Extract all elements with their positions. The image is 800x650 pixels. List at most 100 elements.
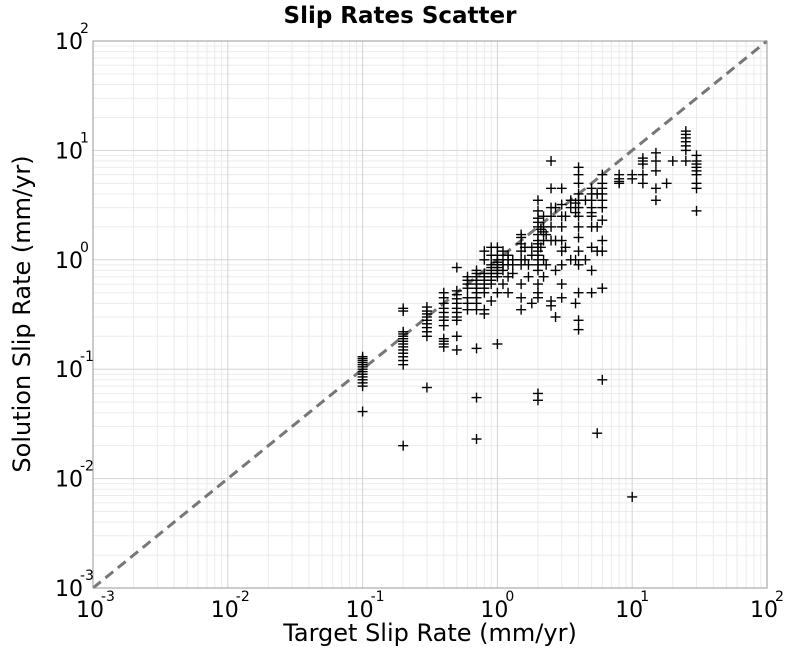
x-tick-exponent: 0: [505, 589, 514, 605]
data-point: [532, 395, 543, 406]
data-point: [597, 246, 608, 257]
data-point: [532, 279, 543, 290]
data-point: [451, 344, 462, 355]
plot-frame: [92, 40, 768, 589]
data-point: [532, 195, 543, 206]
data-point: [462, 292, 473, 303]
y-tick-label: 10: [55, 577, 83, 602]
data-point: [650, 195, 661, 206]
y-tick-exponent: 2: [80, 21, 89, 37]
data-point: [637, 153, 648, 164]
data-point: [597, 283, 608, 294]
data-point: [573, 324, 584, 335]
data-point: [507, 254, 518, 265]
data-point: [592, 221, 603, 232]
data-point: [573, 315, 584, 326]
data-point: [573, 188, 584, 199]
data-points: [357, 126, 702, 502]
data-point: [661, 178, 672, 189]
data-point: [592, 428, 603, 439]
y-tick-exponent: 0: [80, 240, 89, 256]
data-point: [550, 312, 561, 323]
data-point: [691, 183, 702, 194]
data-point: [438, 336, 449, 347]
data-point: [586, 287, 597, 298]
data-point: [556, 292, 567, 303]
data-point: [421, 302, 432, 313]
data-point: [516, 279, 527, 290]
data-point: [523, 259, 534, 270]
data-point: [398, 440, 409, 451]
data-point: [526, 298, 537, 309]
data-point: [538, 254, 549, 265]
data-point: [650, 147, 661, 158]
data-point: [614, 176, 625, 187]
data-point: [471, 265, 482, 276]
y-tick-exponent: 1: [80, 130, 89, 146]
data-point: [471, 434, 482, 445]
x-tick-label: 10: [346, 598, 374, 623]
data-point: [597, 215, 608, 226]
data-point: [573, 287, 584, 298]
data-point: [479, 308, 490, 319]
data-point: [597, 169, 608, 180]
data-point: [497, 246, 508, 257]
data-point: [438, 287, 449, 298]
data-point: [556, 235, 567, 246]
data-point: [580, 254, 591, 265]
data-point: [486, 296, 497, 307]
data-point: [523, 271, 534, 282]
data-point: [556, 183, 567, 194]
data-point: [573, 211, 584, 222]
chart-title: Slip Rates Scatter: [284, 3, 518, 29]
y-tick-label: 10: [55, 249, 83, 274]
data-point: [492, 338, 503, 349]
data-point: [451, 331, 462, 342]
data-point: [570, 254, 581, 265]
data-point: [546, 221, 557, 232]
data-point: [573, 178, 584, 189]
y-axis-label: Solution Slip Rate (mm/yr): [8, 155, 36, 472]
data-point: [637, 169, 648, 180]
data-point: [516, 292, 527, 303]
x-tick-exponent: -2: [236, 589, 250, 605]
grid: [92, 40, 768, 589]
data-point: [627, 491, 638, 502]
data-point: [532, 205, 543, 216]
data-point: [556, 279, 567, 290]
data-point: [550, 202, 561, 213]
y-tick-label: 10: [55, 358, 83, 383]
data-point: [471, 392, 482, 403]
data-point: [550, 265, 561, 276]
data-point: [546, 156, 557, 167]
data-point: [546, 211, 557, 222]
x-tick-exponent: 1: [640, 589, 649, 605]
data-point: [680, 156, 691, 167]
data-point: [597, 235, 608, 246]
y-tick-exponent: -1: [80, 349, 94, 365]
x-tick-label: 10: [211, 598, 239, 623]
data-point: [597, 374, 608, 385]
data-point: [691, 205, 702, 216]
data-point: [627, 169, 638, 180]
data-point: [556, 221, 567, 232]
data-point: [586, 207, 597, 218]
x-tick-label: 10: [615, 598, 643, 623]
data-point: [586, 242, 597, 253]
data-point: [492, 242, 503, 253]
data-point: [519, 254, 530, 265]
data-point: [538, 271, 549, 282]
data-point: [546, 183, 557, 194]
data-point: [462, 271, 473, 282]
data-point: [650, 165, 661, 176]
data-point: [570, 298, 581, 309]
data-point: [535, 242, 546, 253]
data-point: [451, 285, 462, 296]
data-point: [541, 229, 552, 240]
y-tick-exponent: -3: [80, 568, 94, 584]
data-point: [573, 162, 584, 173]
data-point: [556, 259, 567, 270]
data-point: [541, 259, 552, 270]
data-point: [471, 343, 482, 354]
